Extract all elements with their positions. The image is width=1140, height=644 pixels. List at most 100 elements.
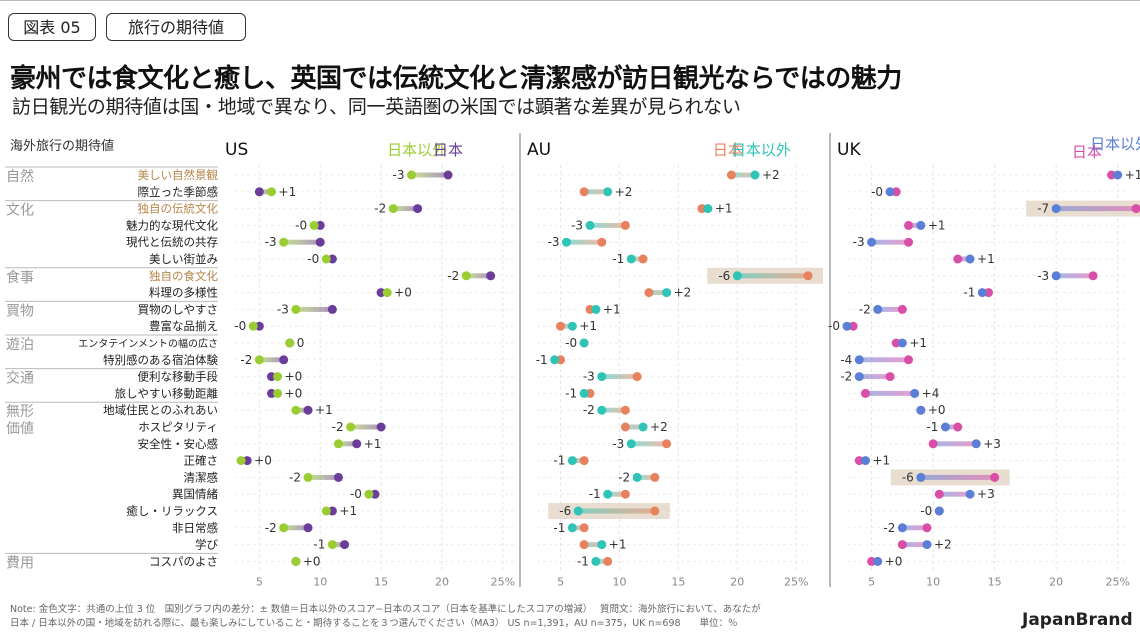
other-point [750, 170, 760, 180]
legend-japan: 日本 [1072, 143, 1102, 161]
top-border [0, 0, 1140, 1]
category-label: 特別感のある宿泊体験 [103, 353, 218, 367]
diff-label: -2 [859, 302, 871, 316]
legend-other: 日本以外 [1090, 135, 1140, 153]
diff-label: +2 [762, 168, 780, 182]
category-label: 豊富な品揃え [149, 319, 218, 333]
other-point [273, 372, 283, 382]
diff-label: -0 [828, 319, 840, 333]
category-label: 独自の伝統文化 [138, 202, 219, 216]
diff-label: -0 [920, 504, 932, 518]
japan-point [1131, 204, 1140, 214]
japan-point [597, 237, 607, 247]
other-point [254, 355, 264, 365]
category-label: ホスピタリティ [138, 420, 218, 434]
japan-point [620, 489, 630, 499]
connector-bar [595, 558, 608, 564]
diff-label: -3 [571, 218, 583, 232]
japan-point [644, 288, 654, 298]
connector-bar [607, 491, 626, 497]
diff-label: -3 [853, 235, 865, 249]
group-label: 無形 [6, 404, 34, 420]
diff-label: -1 [313, 538, 325, 552]
diff-label: +2 [934, 538, 952, 552]
other-point [579, 388, 589, 398]
connector-bar [945, 424, 958, 430]
diff-label: -6 [718, 269, 730, 283]
page-title: 豪州では食文化と癒し、英国では伝統文化と清潔感が訪日観光ならではの魅力 [10, 64, 902, 94]
connector-bar [350, 424, 382, 430]
diff-label: +0 [928, 403, 946, 417]
panel-title: UK [837, 140, 861, 160]
x-tick-label: 25% [784, 575, 808, 588]
other-point [407, 170, 417, 180]
other-point [965, 254, 975, 264]
connector-bar [283, 239, 321, 245]
japan-point [254, 187, 264, 197]
category-label: 安全性・安心感 [138, 437, 219, 451]
other-point [291, 304, 301, 314]
diff-label: -4 [840, 353, 852, 367]
other-point [291, 556, 301, 566]
connector-bar [859, 357, 909, 363]
other-point [603, 489, 613, 499]
other-point [591, 556, 601, 566]
other-point [597, 540, 607, 550]
other-point [626, 254, 636, 264]
category-label: 癒し・リラックス [126, 504, 218, 518]
x-tick-label: 20 [730, 575, 744, 588]
diff-label: -0 [234, 319, 246, 333]
japan-point [904, 237, 914, 247]
other-point [567, 456, 577, 466]
diff-label: -3 [547, 235, 559, 249]
diff-label: -1 [589, 487, 601, 501]
x-tick-label: 10 [926, 575, 940, 588]
japan-point [638, 254, 648, 264]
other-point [573, 506, 583, 516]
japan-point [579, 523, 589, 533]
diff-label: -6 [902, 470, 914, 484]
other-point [977, 288, 987, 298]
diff-label: +1 [603, 302, 621, 316]
other-point [236, 456, 246, 466]
other-point [703, 204, 713, 214]
connector-bar [877, 306, 903, 312]
diff-label: +3 [977, 487, 995, 501]
diff-label: -3 [265, 235, 277, 249]
diff-label: -1 [536, 353, 548, 367]
group-label: 買物 [6, 303, 34, 319]
connector-bar [283, 525, 309, 531]
japan-point [443, 170, 453, 180]
group-label: 交通 [6, 370, 34, 387]
other-point [567, 523, 577, 533]
other-point [916, 472, 926, 482]
page-subtitle: 訪日観光の期待値は国・地域で異なり、同一英語圏の米国では顕著な差異が見られない [12, 96, 741, 118]
diff-label: -0 [871, 185, 883, 199]
diff-label: +1 [977, 252, 995, 266]
japan-point [854, 456, 864, 466]
diff-label: -1 [553, 454, 565, 468]
japan-point [928, 439, 938, 449]
other-point [579, 338, 589, 348]
connector-bar [295, 407, 309, 413]
other-point [333, 439, 343, 449]
other-point [638, 422, 648, 432]
category-label: 魅力的な現代文化 [126, 218, 218, 232]
diff-label: -2 [583, 403, 595, 417]
section-label: 海外旅行の期待値 [10, 138, 114, 154]
other-point [842, 321, 852, 331]
diff-label: -2 [883, 521, 895, 535]
other-point [965, 489, 975, 499]
diff-label: -1 [926, 420, 938, 434]
diff-label: -2 [240, 353, 252, 367]
other-point [273, 388, 283, 398]
diff-label: -1 [963, 286, 975, 300]
diff-label: -2 [265, 521, 277, 535]
japan-point [303, 523, 313, 533]
other-point [346, 422, 356, 432]
other-point [867, 237, 877, 247]
other-point [603, 187, 613, 197]
connector-bar [578, 508, 655, 514]
japan-point [333, 472, 343, 482]
diff-label: +1 [909, 336, 927, 350]
